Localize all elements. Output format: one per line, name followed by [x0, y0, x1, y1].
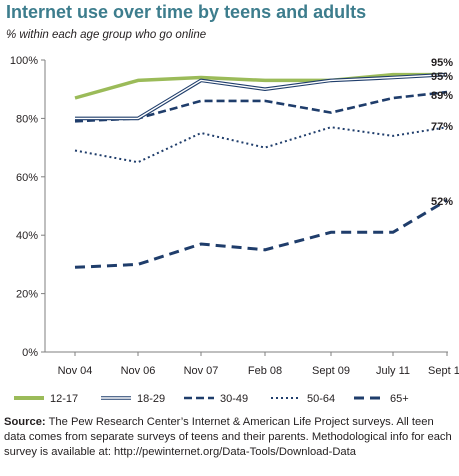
x-tick-label: Feb 08	[248, 365, 282, 377]
chart-axes: 0% 20% 40% 60% 80% 100% Nov 04 Nov 06 Nov 07 Feb …	[10, 55, 459, 377]
series-line-12-17	[74, 72, 447, 100]
legend-label: 50-64	[307, 393, 335, 405]
line-chart: 0% 20% 40% 60% 80% 100% Nov 04 Nov 06 Nov 07 Feb …	[10, 55, 459, 405]
y-tick-label: 60%	[16, 172, 38, 184]
legend-item-12-17: 12-17	[14, 393, 78, 405]
chart-subtitle: % within each age group who go online	[6, 29, 207, 41]
chart-legend: 12-17 18-29 30-49 50-64 65+	[14, 393, 409, 405]
legend-label: 30-49	[220, 393, 248, 405]
series-line-18-29	[75, 72, 448, 121]
y-tick-label: 40%	[16, 230, 38, 242]
chart-series	[74, 72, 448, 269]
legend-item-18-29: 18-29	[101, 393, 165, 405]
series-line-50-64	[74, 126, 448, 164]
y-tick-label: 0%	[22, 347, 38, 359]
source-text: The Pew Research Center’s Internet & Ame…	[4, 416, 452, 458]
legend-label: 12-17	[50, 393, 78, 405]
x-tick-label: July 11	[376, 365, 410, 377]
series-line-inner	[75, 73, 448, 120]
legend-label: 65+	[390, 393, 409, 405]
x-tick-label: Nov 04	[58, 365, 93, 377]
x-tick-label: Nov 06	[121, 365, 156, 377]
legend-label: 18-29	[137, 393, 165, 405]
series-line-65-	[74, 198, 448, 269]
end-label-50-64: 77%	[431, 121, 453, 133]
end-label-65-: 52%	[431, 196, 453, 208]
end-labels: 95% 95% 89% 77% 52%	[431, 57, 453, 208]
y-tick-label: 100%	[10, 55, 38, 67]
end-label-12-17: 95%	[431, 57, 453, 69]
chart-title: Internet use over time by teens and adul…	[6, 2, 367, 22]
x-tick-label: Sept 09	[312, 365, 350, 377]
legend-item-50-64: 50-64	[271, 393, 335, 405]
end-label-18-29: 95%	[431, 71, 453, 83]
y-tick-label: 80%	[16, 113, 38, 125]
x-tick-label: Sept 12	[428, 365, 459, 377]
source-label: Source:	[4, 416, 46, 428]
legend-item-65-: 65+	[354, 393, 409, 405]
end-label-30-49: 89%	[431, 90, 453, 102]
y-tick-label: 20%	[16, 289, 38, 301]
legend-item-30-49: 30-49	[184, 393, 248, 405]
x-tick-label: Nov 07	[184, 365, 219, 377]
source-note: Source: The Pew Research Center’s Intern…	[4, 415, 456, 460]
